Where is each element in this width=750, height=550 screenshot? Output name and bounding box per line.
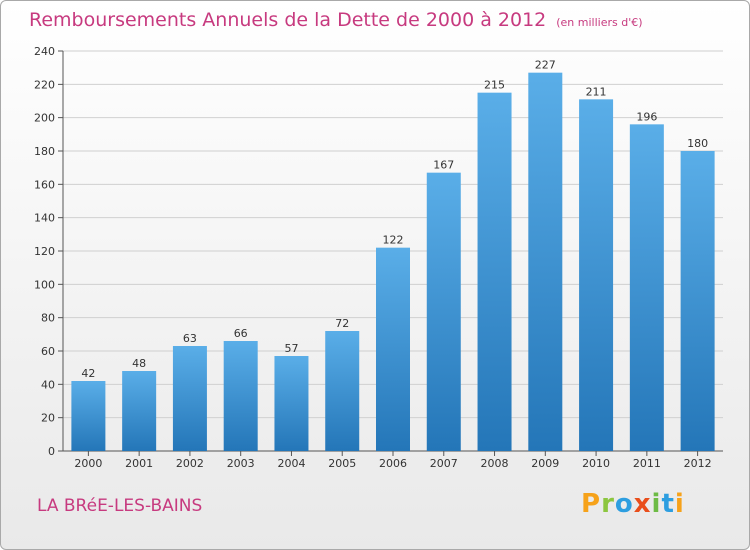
- bars: [71, 72, 715, 452]
- data-label-2000: 42: [81, 367, 95, 380]
- bar-2012: [680, 151, 715, 451]
- x-tick-label: 2005: [328, 457, 356, 470]
- bar-2005: [325, 331, 360, 451]
- x-tick-label: 2003: [227, 457, 255, 470]
- bar-2007: [426, 172, 461, 451]
- x-tick-label: 2009: [531, 457, 559, 470]
- y-tick-label: 20: [41, 412, 55, 425]
- town-name: LA BRéE-LES-BAINS: [37, 496, 203, 516]
- data-label-2002: 63: [183, 332, 197, 345]
- data-label-2008: 215: [484, 79, 505, 92]
- bar-2011: [629, 124, 664, 451]
- bar-2009: [528, 72, 563, 452]
- data-label-2007: 167: [433, 159, 454, 172]
- bar-2000: [71, 381, 106, 451]
- axes: 0 20 40 60 80 100 120 140 160 180 200 220 240 2000 200…: [34, 45, 723, 470]
- y-tick-label: 120: [34, 245, 55, 258]
- bar-2002: [172, 346, 207, 451]
- y-tick-label: 60: [41, 345, 55, 358]
- y-tick-label: 80: [41, 312, 55, 325]
- data-label-2001: 48: [132, 357, 146, 370]
- y-tick-label: 160: [34, 178, 55, 191]
- x-tick-label: 2007: [430, 457, 458, 470]
- y-tick-label: 100: [34, 278, 55, 291]
- data-label-2009: 227: [535, 59, 556, 72]
- bar-2003: [223, 341, 258, 451]
- y-tick-label: 40: [41, 378, 55, 391]
- chart-unit-label: (en milliers d'€): [556, 16, 643, 29]
- chart-title-text: Remboursements Annuels de la Dette de 20…: [29, 9, 547, 31]
- y-tick-label: 200: [34, 112, 55, 125]
- x-tick-label: 2004: [277, 457, 305, 470]
- y-tick-label: 0: [48, 445, 55, 458]
- x-tick-label: 2008: [481, 457, 509, 470]
- x-tick-label: 2012: [684, 457, 712, 470]
- data-label-2011: 196: [636, 110, 657, 123]
- bar-2010: [579, 99, 614, 451]
- proxiti-logo[interactable]: Proxiti: [581, 489, 685, 519]
- bar-2006: [376, 247, 410, 451]
- x-tick-label: 2011: [633, 457, 661, 470]
- data-label-2010: 211: [586, 85, 607, 98]
- bar-2001: [122, 371, 157, 451]
- x-tick-label: 2001: [125, 457, 153, 470]
- data-label-2003: 66: [234, 327, 248, 340]
- x-tick-label: 2000: [74, 457, 102, 470]
- data-labels: 42 48 63 66 57 72 122 167 215 227 211 196 180: [81, 59, 708, 380]
- data-label-2012: 180: [687, 137, 708, 150]
- chart-title: Remboursements Annuels de la Dette de 20…: [29, 9, 643, 31]
- x-tick-label: 2002: [176, 457, 204, 470]
- data-label-2005: 72: [335, 317, 349, 330]
- data-label-2004: 57: [284, 342, 298, 355]
- x-tick-label: 2010: [582, 457, 610, 470]
- bar-2004: [274, 356, 309, 451]
- y-tick-label: 140: [34, 212, 55, 225]
- data-label-2006: 122: [383, 234, 404, 247]
- y-tick-label: 220: [34, 78, 55, 91]
- y-tick-label: 180: [34, 145, 55, 158]
- x-tick-label: 2006: [379, 457, 407, 470]
- bar-2008: [477, 92, 512, 452]
- y-tick-label: 240: [34, 45, 55, 58]
